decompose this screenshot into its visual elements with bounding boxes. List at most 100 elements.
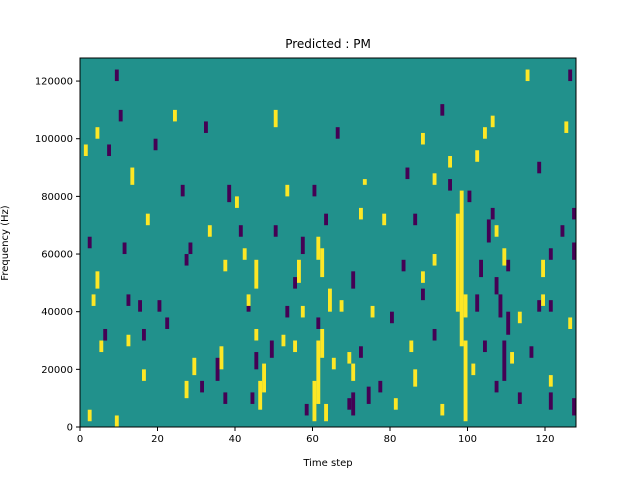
heatmap-cell-high (297, 259, 301, 283)
heatmap-cell-high (324, 403, 328, 422)
heatmap-cell-low (347, 398, 352, 410)
heatmap-cell-low (490, 207, 495, 220)
heatmap-cell-low (188, 242, 193, 255)
heatmap-cell-high (382, 213, 387, 226)
heatmap-cell-low (529, 346, 534, 358)
x-tick-label: 20 (151, 434, 164, 445)
heatmap-cell-low (180, 184, 185, 197)
heatmap-cell-low (483, 340, 487, 353)
y-tick-label: 120000 (35, 77, 73, 88)
axes: 0 20 40 60 80 100 120 0 20000 40000 60000 80000 1000… (35, 57, 577, 445)
heatmap-cell-high (359, 207, 363, 220)
heatmap-cell-low (126, 294, 131, 306)
heatmap-cell-low (335, 127, 340, 139)
heatmap-cell-high (541, 259, 545, 278)
heatmap-cell-low (548, 392, 553, 410)
heatmap-cell-low (238, 225, 243, 237)
heatmap-cell-high (246, 294, 251, 306)
heatmap-cell-high (87, 409, 92, 422)
heatmap-cell-low (165, 317, 170, 329)
heatmap-cell-high (409, 340, 414, 353)
y-tick-label: 0 (67, 423, 73, 434)
heatmap-cell-high (235, 196, 239, 208)
heatmap-cell-low (184, 254, 189, 266)
heatmap-cell-high (490, 115, 495, 128)
heatmap-cell-low (502, 340, 507, 381)
heatmap-cell-high (331, 357, 336, 370)
heatmap-cell-low (467, 190, 472, 203)
heatmap-cell-high (142, 369, 146, 381)
heatmap-cell-high (219, 346, 224, 370)
heatmap-cell-high (300, 305, 305, 318)
heatmap-cell-high (510, 352, 514, 364)
heatmap-cell-high (316, 236, 321, 260)
heatmap-cell-high (463, 294, 468, 318)
heatmap-cell-high (370, 305, 375, 318)
x-tick-label: 40 (229, 434, 242, 445)
heatmap-cell-high (525, 69, 530, 82)
heatmap-cell-high (328, 288, 332, 312)
x-tick-label: 100 (458, 434, 477, 445)
heatmap-cell-high (145, 213, 150, 226)
heatmap-cell-high (393, 398, 398, 410)
y-axis-label: Frequency (Hz) (0, 205, 11, 281)
heatmap-background (80, 58, 576, 427)
heatmap-cell-low (572, 398, 576, 416)
heatmap-cell-high (99, 340, 104, 353)
heatmap-cell-low (142, 328, 146, 341)
heatmap-cell-high (173, 109, 177, 122)
heatmap-cell-high (91, 294, 96, 306)
heatmap-cell-low (560, 225, 565, 237)
heatmap-cell-low (421, 288, 425, 301)
y-tick-label: 100000 (35, 134, 73, 145)
heatmap-cell-low (572, 242, 576, 260)
heatmap-cell-low (498, 294, 503, 318)
heatmap-cell-low (537, 300, 542, 312)
heatmap-cell-high (339, 300, 344, 312)
y-tick-label: 80000 (41, 192, 73, 203)
chart-title: Predicted : PM (285, 37, 371, 51)
heatmap-cell-low (479, 259, 483, 278)
heatmap-cell-high (440, 403, 445, 416)
heatmap-cell-low (494, 380, 499, 393)
heatmap-cell-low (359, 346, 363, 358)
heatmap-cell-high (320, 248, 325, 278)
heatmap-cell-high (502, 248, 507, 266)
heatmap-cell-high (192, 357, 197, 376)
heatmap-cell-low (304, 403, 309, 416)
heatmap-cell-high (273, 109, 278, 128)
heatmap-cell-low (316, 317, 321, 329)
heatmap-cell-high (362, 179, 367, 185)
heatmap-cell-low (118, 109, 123, 122)
heatmap-cell-low (537, 161, 542, 174)
heatmap-cell-low (475, 294, 480, 312)
heatmap-cell-high (548, 375, 553, 387)
heatmap-cell-low (107, 144, 111, 157)
heatmap-cell-high (242, 248, 247, 260)
heatmap-cell-high (483, 127, 487, 139)
heatmap-cell-low (285, 305, 290, 318)
y-tick-label: 60000 (41, 250, 73, 261)
heatmap-cell-high (293, 340, 297, 353)
heatmap-cell-high (95, 127, 100, 139)
heatmap-cell-high (262, 363, 266, 393)
heatmap-cell-high (541, 294, 545, 306)
heatmap-cell-high (432, 173, 437, 185)
heatmap-cell-low (103, 328, 108, 341)
heatmap-cell-high (126, 334, 131, 347)
heatmap-cell-high (351, 363, 356, 381)
heatmap-cell-low (157, 300, 162, 312)
heatmap-cell-low (273, 225, 278, 237)
heatmap-cell-low (486, 219, 491, 243)
heatmap-cell-low (351, 271, 356, 289)
heatmap-cell-low (366, 386, 371, 404)
heatmap-cell-low (506, 259, 511, 272)
heatmap-cell-high (258, 380, 263, 410)
heatmap-cell-high (475, 150, 480, 162)
heatmap-cell-high (114, 415, 119, 427)
heatmap-cell-low (405, 167, 410, 180)
heatmap-cell-low (250, 392, 255, 404)
heatmap-cell-low (293, 277, 297, 289)
heatmap-cell-high (316, 340, 321, 404)
